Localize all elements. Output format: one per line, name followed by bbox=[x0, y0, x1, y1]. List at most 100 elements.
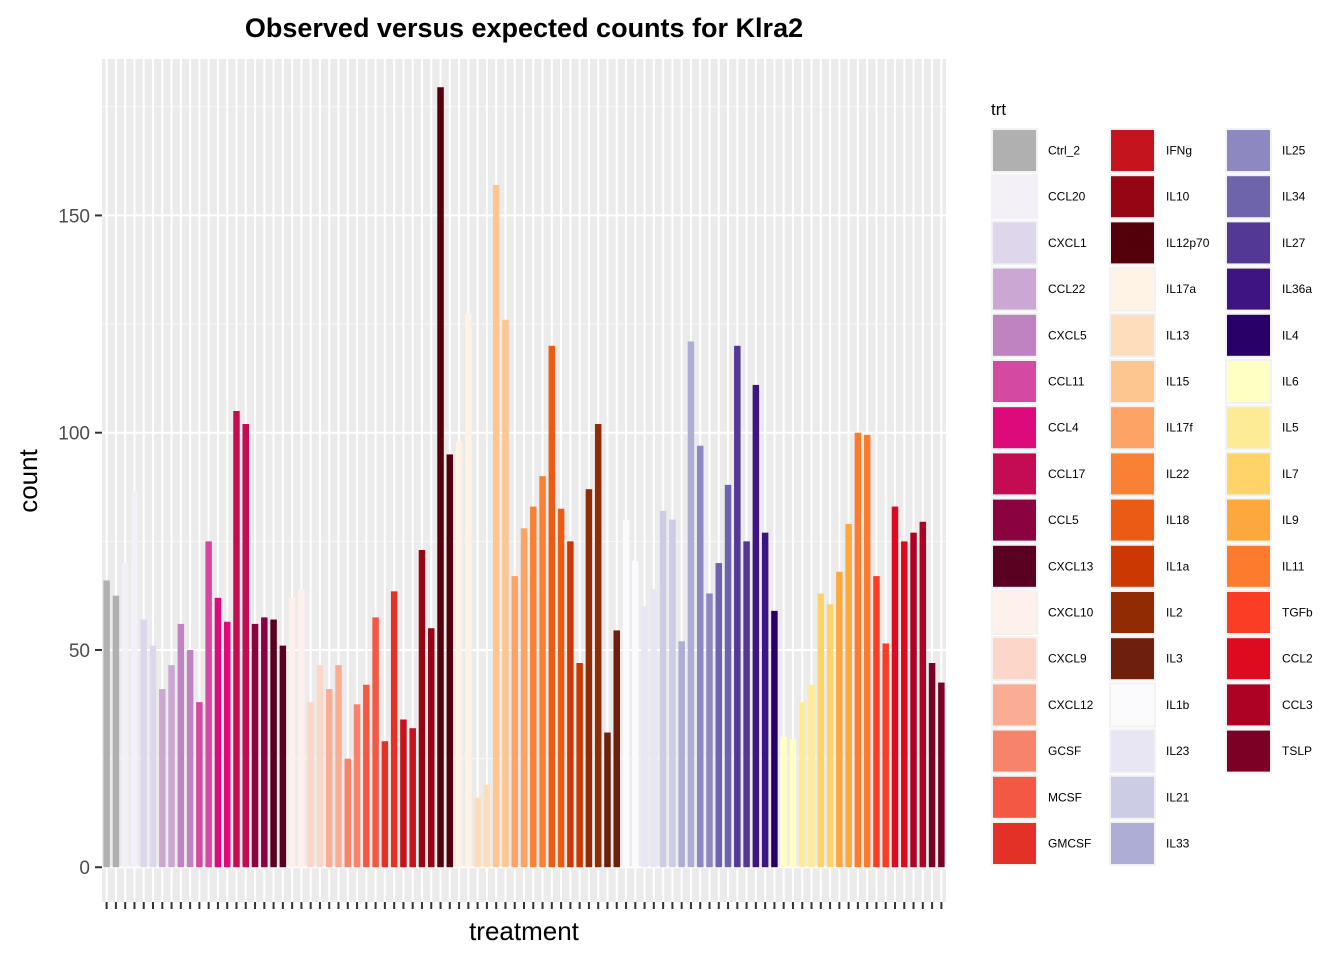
legend-label: CCL3 bbox=[1282, 698, 1313, 712]
bar bbox=[891, 506, 899, 868]
legend-swatch bbox=[993, 176, 1036, 218]
bar bbox=[882, 643, 889, 868]
bar bbox=[520, 528, 528, 868]
bar bbox=[418, 550, 426, 868]
legend-label: IL7 bbox=[1282, 467, 1299, 481]
legend-swatch bbox=[1111, 730, 1154, 772]
bar bbox=[103, 580, 110, 868]
legend-swatch bbox=[1227, 499, 1270, 541]
bar bbox=[372, 617, 379, 868]
legend-swatch bbox=[1111, 176, 1154, 218]
bar bbox=[251, 623, 259, 868]
legend-label: IL3 bbox=[1166, 652, 1183, 666]
legend-swatch bbox=[993, 592, 1036, 633]
legend-label: CXCL5 bbox=[1048, 328, 1087, 342]
legend-swatch bbox=[993, 268, 1036, 310]
legend-label: CCL2 bbox=[1282, 652, 1313, 666]
legend-label: IL21 bbox=[1166, 790, 1190, 804]
legend-label: IL33 bbox=[1166, 837, 1190, 851]
legend-label: IL10 bbox=[1166, 190, 1190, 204]
legend-swatch bbox=[993, 361, 1036, 402]
bar bbox=[919, 521, 927, 868]
bar bbox=[724, 484, 732, 868]
legend-swatch bbox=[1227, 545, 1270, 587]
legend-swatch bbox=[1227, 222, 1270, 264]
bar bbox=[353, 704, 361, 868]
bar bbox=[539, 476, 546, 868]
x-axis bbox=[105, 902, 943, 909]
legend-swatch bbox=[993, 453, 1036, 495]
legend-swatch bbox=[1227, 268, 1270, 310]
bar bbox=[242, 424, 250, 868]
bar bbox=[400, 719, 407, 868]
legend-label: CCL11 bbox=[1048, 375, 1085, 389]
legend-label: IL23 bbox=[1166, 744, 1190, 758]
legend-swatch bbox=[993, 638, 1036, 680]
bar bbox=[854, 432, 862, 868]
bar bbox=[604, 732, 611, 868]
legend-swatch bbox=[1111, 592, 1154, 633]
legend-label: IL1b bbox=[1166, 698, 1190, 712]
legend-label: GCSF bbox=[1048, 744, 1081, 758]
bar bbox=[437, 87, 444, 868]
bar bbox=[557, 508, 565, 868]
legend-label: CXCL13 bbox=[1048, 559, 1094, 573]
legend-swatch bbox=[993, 222, 1036, 264]
bar bbox=[112, 595, 120, 868]
bar bbox=[121, 563, 129, 868]
legend-label: IL17a bbox=[1166, 282, 1196, 296]
y-axis-title: count bbox=[13, 448, 43, 512]
bar bbox=[177, 623, 185, 868]
legend-swatch bbox=[1227, 407, 1270, 449]
bar bbox=[409, 728, 416, 868]
legend-swatch bbox=[1111, 222, 1154, 264]
bar bbox=[446, 454, 454, 868]
legend-label: CCL5 bbox=[1048, 513, 1079, 527]
bars bbox=[103, 87, 945, 868]
legend-swatch bbox=[993, 130, 1036, 171]
bar bbox=[186, 649, 194, 868]
bar bbox=[678, 641, 685, 868]
legend-label: IL4 bbox=[1282, 328, 1299, 342]
legend-swatch bbox=[993, 314, 1036, 356]
legend-label: IL27 bbox=[1282, 236, 1306, 250]
bar bbox=[214, 597, 222, 868]
bar bbox=[131, 491, 138, 868]
bar bbox=[316, 665, 324, 868]
bar bbox=[196, 702, 203, 868]
legend-swatch bbox=[1111, 268, 1154, 310]
bar bbox=[761, 532, 769, 868]
bar bbox=[632, 560, 639, 868]
legend-label: IL15 bbox=[1166, 375, 1190, 389]
bar bbox=[298, 589, 305, 868]
bar bbox=[798, 702, 806, 868]
legend-label: GMCSF bbox=[1048, 837, 1091, 851]
bar bbox=[149, 645, 157, 868]
bar bbox=[363, 684, 370, 868]
bar bbox=[455, 441, 463, 868]
bar bbox=[928, 663, 936, 868]
bar bbox=[344, 758, 352, 868]
bar bbox=[585, 489, 593, 868]
legend-label: CXCL9 bbox=[1048, 652, 1087, 666]
bar bbox=[511, 576, 518, 868]
bar bbox=[836, 571, 843, 868]
bar bbox=[771, 610, 778, 868]
bar bbox=[270, 619, 277, 868]
legend-label: IL36a bbox=[1282, 282, 1312, 296]
legend-label: CXCL1 bbox=[1048, 236, 1087, 250]
bar bbox=[669, 519, 676, 868]
legend-label: IL11 bbox=[1282, 559, 1305, 573]
legend-swatch bbox=[1111, 314, 1154, 356]
legend-swatch bbox=[1227, 638, 1270, 680]
legend-swatch bbox=[1111, 684, 1154, 726]
bar bbox=[428, 628, 435, 868]
bar bbox=[381, 741, 389, 868]
legend-label: CXCL12 bbox=[1048, 698, 1094, 712]
legend-label: MCSF bbox=[1048, 790, 1082, 804]
bar bbox=[659, 510, 667, 868]
legend-swatch bbox=[1227, 314, 1270, 356]
legend-swatch bbox=[1111, 545, 1154, 587]
y-axis: 0 50 100 150 bbox=[58, 206, 102, 879]
